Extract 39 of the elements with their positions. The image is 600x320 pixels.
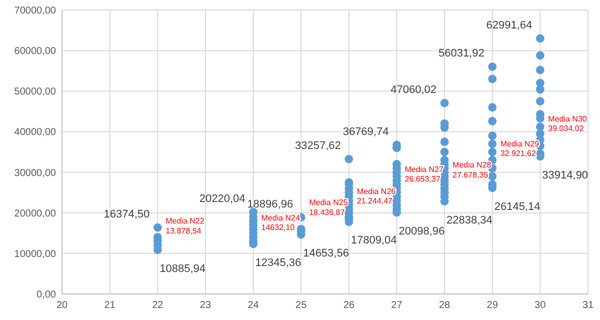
x-tick-label: 24 — [248, 300, 260, 311]
annotation: 22838,34 — [446, 214, 492, 226]
annotation: 47060,02 — [390, 84, 437, 96]
annotation: Media N22 13.878,54 — [166, 216, 205, 236]
y-tick-label: 20000,00 — [14, 208, 56, 220]
annotation: 20098,96 — [398, 225, 445, 238]
x-tick-label: 31 — [582, 300, 594, 311]
x-tick-label: 21 — [104, 300, 116, 311]
x-tick-label: 20 — [56, 300, 68, 311]
y-tick-label: 10000,00 — [14, 248, 56, 260]
annotation: 56031,92 — [438, 48, 484, 60]
annotation: 17809,04 — [350, 234, 397, 247]
annotation: 14653,56 — [303, 248, 349, 260]
y-tick-label: 70000,00 — [14, 6, 56, 16]
annotation: 18896,96 — [247, 198, 294, 210]
annotation: 36769,74 — [342, 126, 389, 138]
annotation: 12345,36 — [255, 256, 302, 269]
annotation: Media N30 39.034,02 — [548, 114, 588, 134]
y-tick-label: 50000,00 — [14, 86, 56, 98]
x-tick-label: 26 — [343, 300, 355, 311]
x-tick-label: 22 — [152, 300, 164, 311]
annotation: 33257,62 — [295, 140, 341, 152]
x-tick-label: 27 — [391, 300, 403, 311]
annotation: 33914,90 — [542, 169, 588, 182]
x-tick-label: 23 — [200, 300, 212, 311]
x-tick-label: 30 — [534, 300, 546, 311]
annotation: 20220,04 — [199, 192, 246, 205]
annotation: 62991,64 — [486, 19, 532, 32]
y-tick-label: 0,00 — [36, 290, 56, 300]
y-tick-label: 30000,00 — [14, 168, 56, 179]
y-tick-label: 40000,00 — [14, 127, 56, 138]
annotation: 10885,94 — [160, 262, 206, 275]
x-tick-label: 28 — [438, 300, 451, 311]
x-tick-label: 25 — [296, 300, 308, 311]
x-tick-label: 29 — [486, 300, 498, 311]
annotation: 26145,14 — [494, 200, 540, 213]
y-tick-label: 60000,00 — [14, 46, 56, 58]
annotation: 16374,50 — [104, 208, 150, 221]
annotation: Media N28 27.678,35 — [452, 160, 492, 180]
